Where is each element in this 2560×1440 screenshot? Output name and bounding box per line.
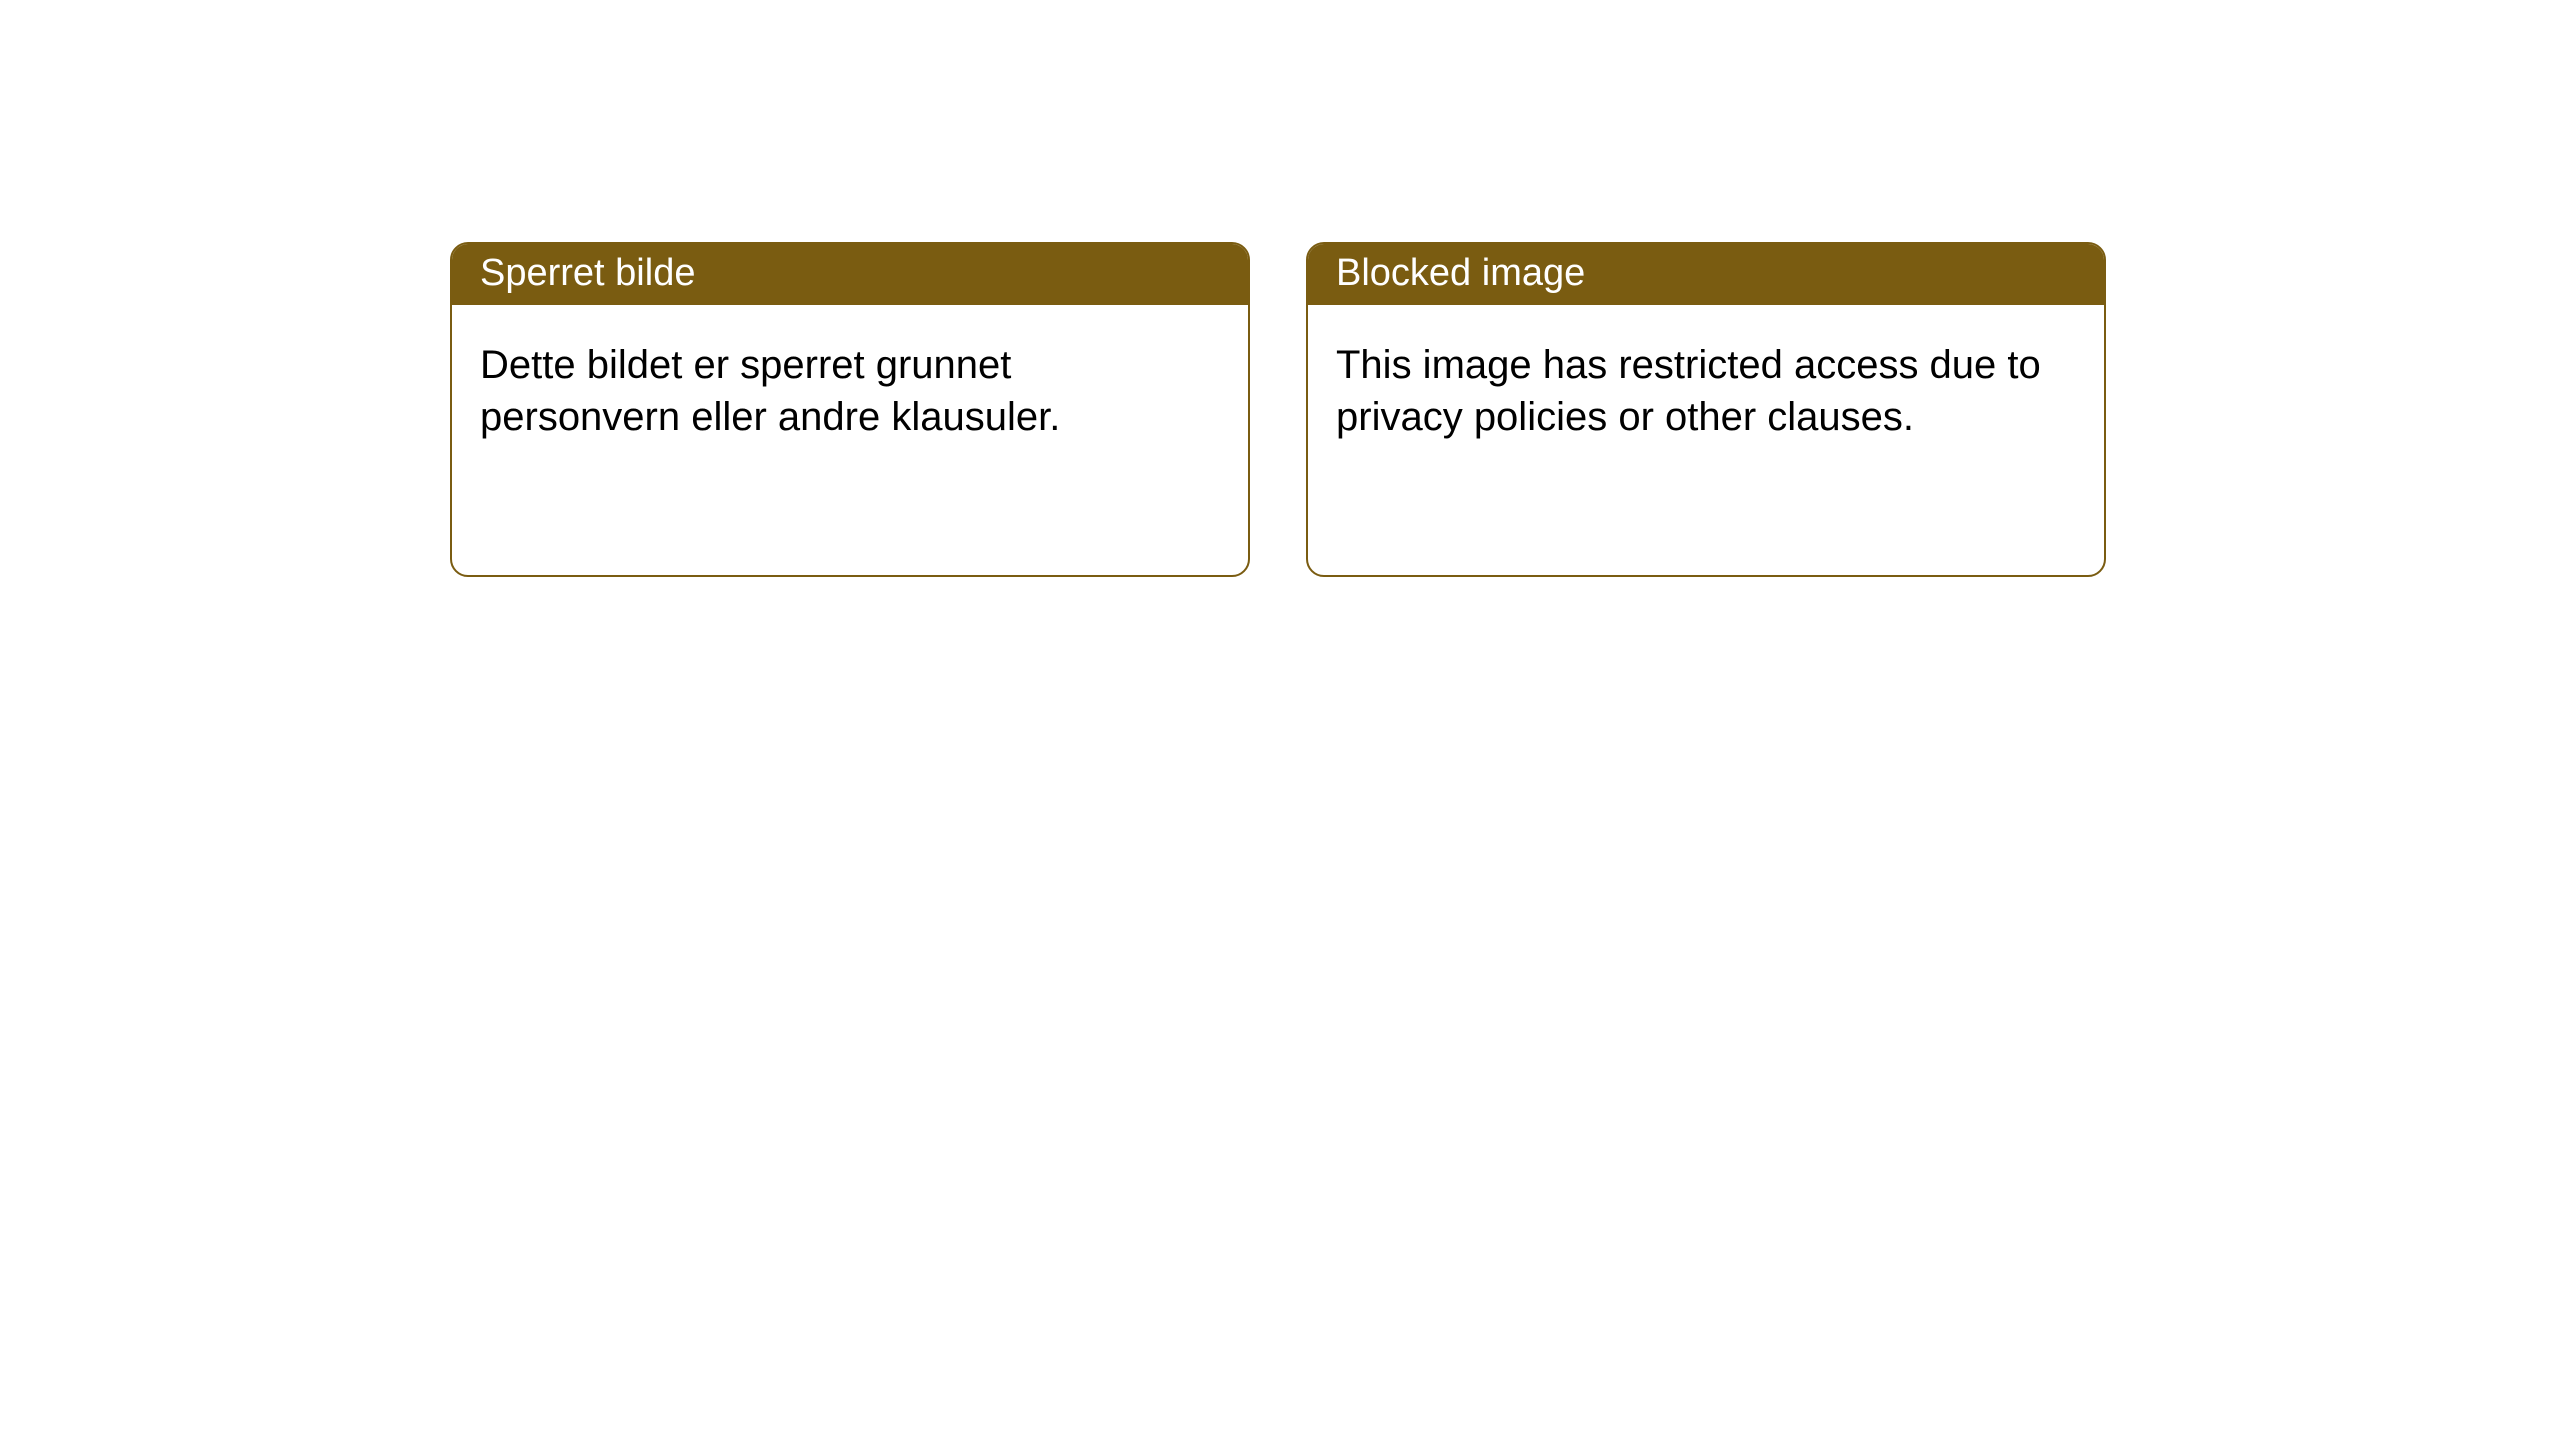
card-title-norwegian: Sperret bilde xyxy=(452,244,1248,305)
card-body-english: This image has restricted access due to … xyxy=(1308,305,2104,575)
card-body-norwegian: Dette bildet er sperret grunnet personve… xyxy=(452,305,1248,575)
card-title-english: Blocked image xyxy=(1308,244,2104,305)
blocked-image-card-norwegian: Sperret bilde Dette bildet er sperret gr… xyxy=(450,242,1250,577)
blocked-image-card-english: Blocked image This image has restricted … xyxy=(1306,242,2106,577)
notice-cards-container: Sperret bilde Dette bildet er sperret gr… xyxy=(0,0,2560,577)
